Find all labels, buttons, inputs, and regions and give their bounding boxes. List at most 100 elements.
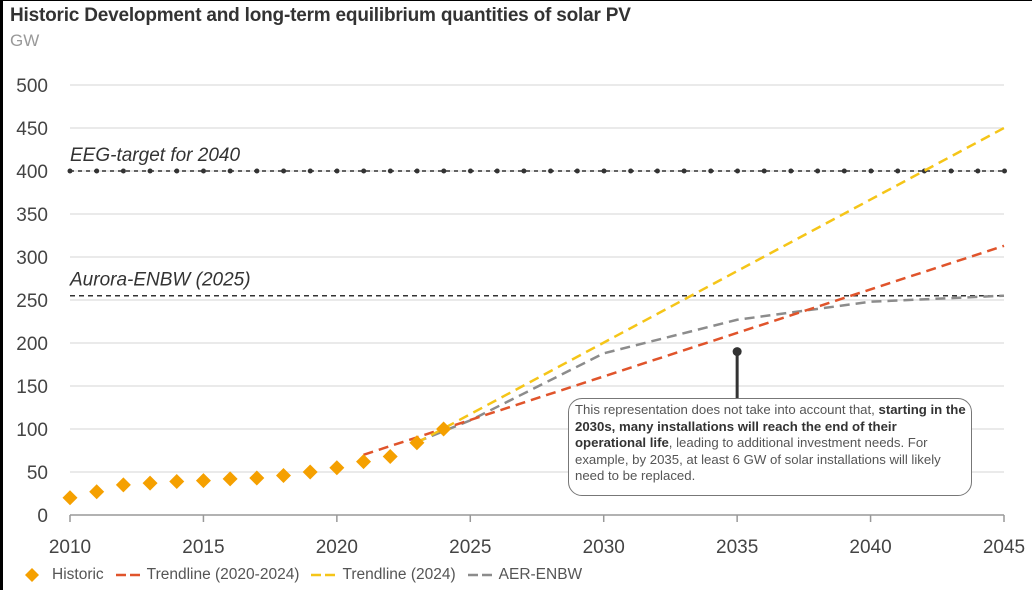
eeg-target-marker (494, 168, 500, 174)
legend-item: AER-ENBW (466, 566, 583, 584)
series-layer (62, 126, 1005, 506)
eeg-target-marker (387, 168, 393, 174)
eeg-target-marker (254, 168, 260, 174)
historic-point (222, 471, 238, 487)
eeg-target-marker (681, 168, 687, 174)
eeg-target-marker (601, 168, 607, 174)
eeg-target-marker (788, 168, 794, 174)
x-tick-label: 2020 (316, 537, 358, 558)
eeg-target-marker (654, 168, 660, 174)
historic-point (382, 449, 398, 465)
y-tick-label: 400 (16, 162, 48, 183)
frame-left-border (0, 0, 3, 590)
legend-item: Historic (20, 566, 104, 584)
legend-dash-icon (467, 573, 492, 577)
eeg-target-marker (841, 168, 847, 174)
x-axis: 2010 2015 2020 2025 2030 2035 2040 2045 (49, 514, 1025, 558)
legend-dash-icon (311, 573, 336, 577)
chart-title: Historic Development and long-term equil… (10, 5, 631, 26)
historic-point (195, 473, 211, 489)
eeg-target-marker (147, 168, 153, 174)
y-tick-label: 350 (16, 205, 48, 226)
aurora-enbw-label: Aurora-ENBW (2025) (69, 270, 251, 291)
eeg-target-marker (628, 168, 634, 174)
x-tick-label: 2030 (583, 537, 625, 558)
y-tick-label: 50 (27, 463, 48, 484)
legend-item: Trendline (2020-2024) (114, 566, 300, 584)
eeg-target-marker (574, 168, 580, 174)
y-tick-label: 150 (16, 377, 48, 398)
legend-item: Trendline (2024) (309, 566, 456, 584)
y-tick-label: 200 (16, 334, 48, 355)
x-tick-label: 2035 (716, 537, 758, 558)
annotation-anchor-dot (732, 347, 742, 357)
legend-label: Trendline (2020-2024) (146, 566, 300, 583)
historic-point (329, 460, 345, 476)
eeg-target-marker (868, 168, 874, 174)
eeg-target-marker (468, 168, 473, 174)
legend-label: Trendline (2024) (342, 566, 456, 583)
x-tick-label: 2045 (983, 537, 1025, 558)
eeg-target-marker (281, 168, 287, 174)
eeg-target-marker (307, 168, 313, 174)
reference-lines: EEG-target for 2040 Aurora-ENBW (2025) (67, 145, 1007, 297)
x-tick-label: 2040 (849, 537, 891, 558)
eeg-target-marker (334, 168, 340, 174)
legend-label: Historic (52, 566, 104, 583)
historic-point (275, 467, 291, 483)
historic-point (436, 421, 452, 437)
y-tick-label: 450 (16, 119, 48, 140)
eeg-target-marker (735, 168, 740, 174)
historic-point (169, 473, 185, 489)
eeg-target-marker (441, 168, 447, 174)
aer-enbw-series (416, 294, 1005, 444)
annotation-box: This representation does not take into a… (568, 398, 972, 496)
eeg-target-marker (521, 168, 527, 174)
eeg-target-marker (948, 168, 954, 174)
y-tick-label: 250 (16, 291, 48, 312)
chart-legend: Historic Trendline (2020-2024) Trendline (… (20, 566, 592, 584)
eeg-target-marker (414, 168, 420, 174)
eeg-target-marker (815, 168, 821, 174)
eeg-target-marker (548, 168, 554, 174)
eeg-target-marker (708, 168, 714, 174)
legend-diamond-icon (25, 568, 39, 582)
eeg-target-marker (227, 168, 233, 174)
historic-point (115, 477, 131, 493)
eeg-target-marker (120, 168, 126, 174)
y-axis-ticks: 0 50 100 150 200 250 300 350 400 450 500 (16, 76, 48, 527)
historic-point (249, 470, 265, 486)
eeg-target-label: EEG-target for 2040 (70, 145, 240, 166)
x-tick-label: 2025 (449, 537, 491, 558)
eeg-target-marker (895, 168, 901, 174)
eeg-target-marker (67, 168, 73, 174)
annotation-text-1: This representation does not take into a… (575, 402, 879, 417)
y-axis-unit: GW (10, 31, 40, 50)
y-tick-label: 0 (37, 506, 48, 527)
annotation-text-bold: starting in the 2030s, many installation… (575, 402, 966, 450)
y-tick-label: 500 (16, 76, 48, 97)
historic-point (89, 484, 105, 500)
eeg-target-marker (174, 168, 180, 174)
annotation-text-2: , leading to additional investment needs… (575, 435, 941, 483)
eeg-target-marker (94, 168, 100, 174)
eeg-target-marker (761, 168, 767, 174)
y-tick-label: 300 (16, 248, 48, 269)
historic-point (409, 435, 425, 451)
historic-point (142, 475, 158, 491)
frame-top-border (0, 0, 1032, 1)
trendline-2020-2024 (363, 244, 1005, 456)
annotation-connector (732, 347, 742, 398)
y-tick-label: 100 (16, 420, 48, 441)
eeg-target-marker (975, 168, 981, 174)
historic-point (356, 454, 372, 470)
eeg-target-marker (361, 168, 367, 174)
x-tick-label: 2015 (182, 537, 224, 558)
legend-dash-icon (115, 573, 140, 577)
historic-point (62, 490, 78, 506)
historic-point (302, 464, 318, 480)
legend-label: AER-ENBW (498, 566, 583, 583)
eeg-target-marker (201, 168, 206, 174)
x-tick-label: 2010 (49, 537, 91, 558)
